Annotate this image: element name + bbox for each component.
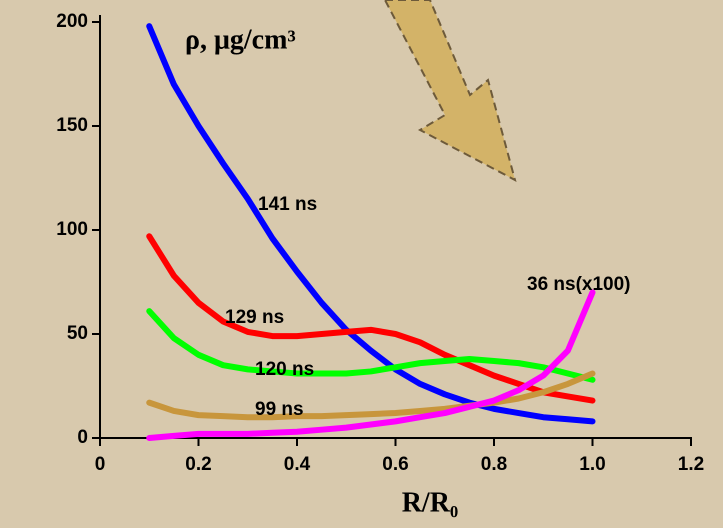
x-tick-label: 1.0 — [579, 454, 605, 475]
x-tick-label: 0.8 — [481, 454, 507, 475]
x-tick-label: 0.6 — [382, 454, 408, 475]
series-label: 141 ns — [258, 194, 317, 215]
x-tick-label: 0.2 — [185, 454, 211, 475]
x-axis-label: R/R₀ — [402, 487, 459, 518]
y-tick-label: 50 — [67, 323, 88, 344]
series-line — [146, 23, 596, 425]
series-label: 129 ns — [225, 307, 284, 328]
arrow — [383, 0, 517, 182]
y-tick-label: 150 — [56, 115, 88, 136]
x-tick-label: 0.4 — [284, 454, 311, 475]
series-line — [146, 289, 596, 441]
x-tick-label: 1.2 — [678, 454, 704, 475]
series-label: 36 ns(x100) — [527, 274, 631, 295]
y-tick-label: 0 — [77, 427, 88, 448]
series-line — [146, 370, 596, 421]
series-label: 99 ns — [255, 399, 304, 420]
series-line — [146, 308, 596, 383]
y-tick-label: 200 — [56, 11, 88, 32]
y-axis-label: ρ, μg/cm³ — [185, 24, 296, 55]
y-tick-label: 100 — [56, 219, 88, 240]
series-line — [146, 233, 596, 404]
series-label: 120 ns — [255, 359, 314, 380]
x-tick-label: 0 — [95, 454, 106, 475]
